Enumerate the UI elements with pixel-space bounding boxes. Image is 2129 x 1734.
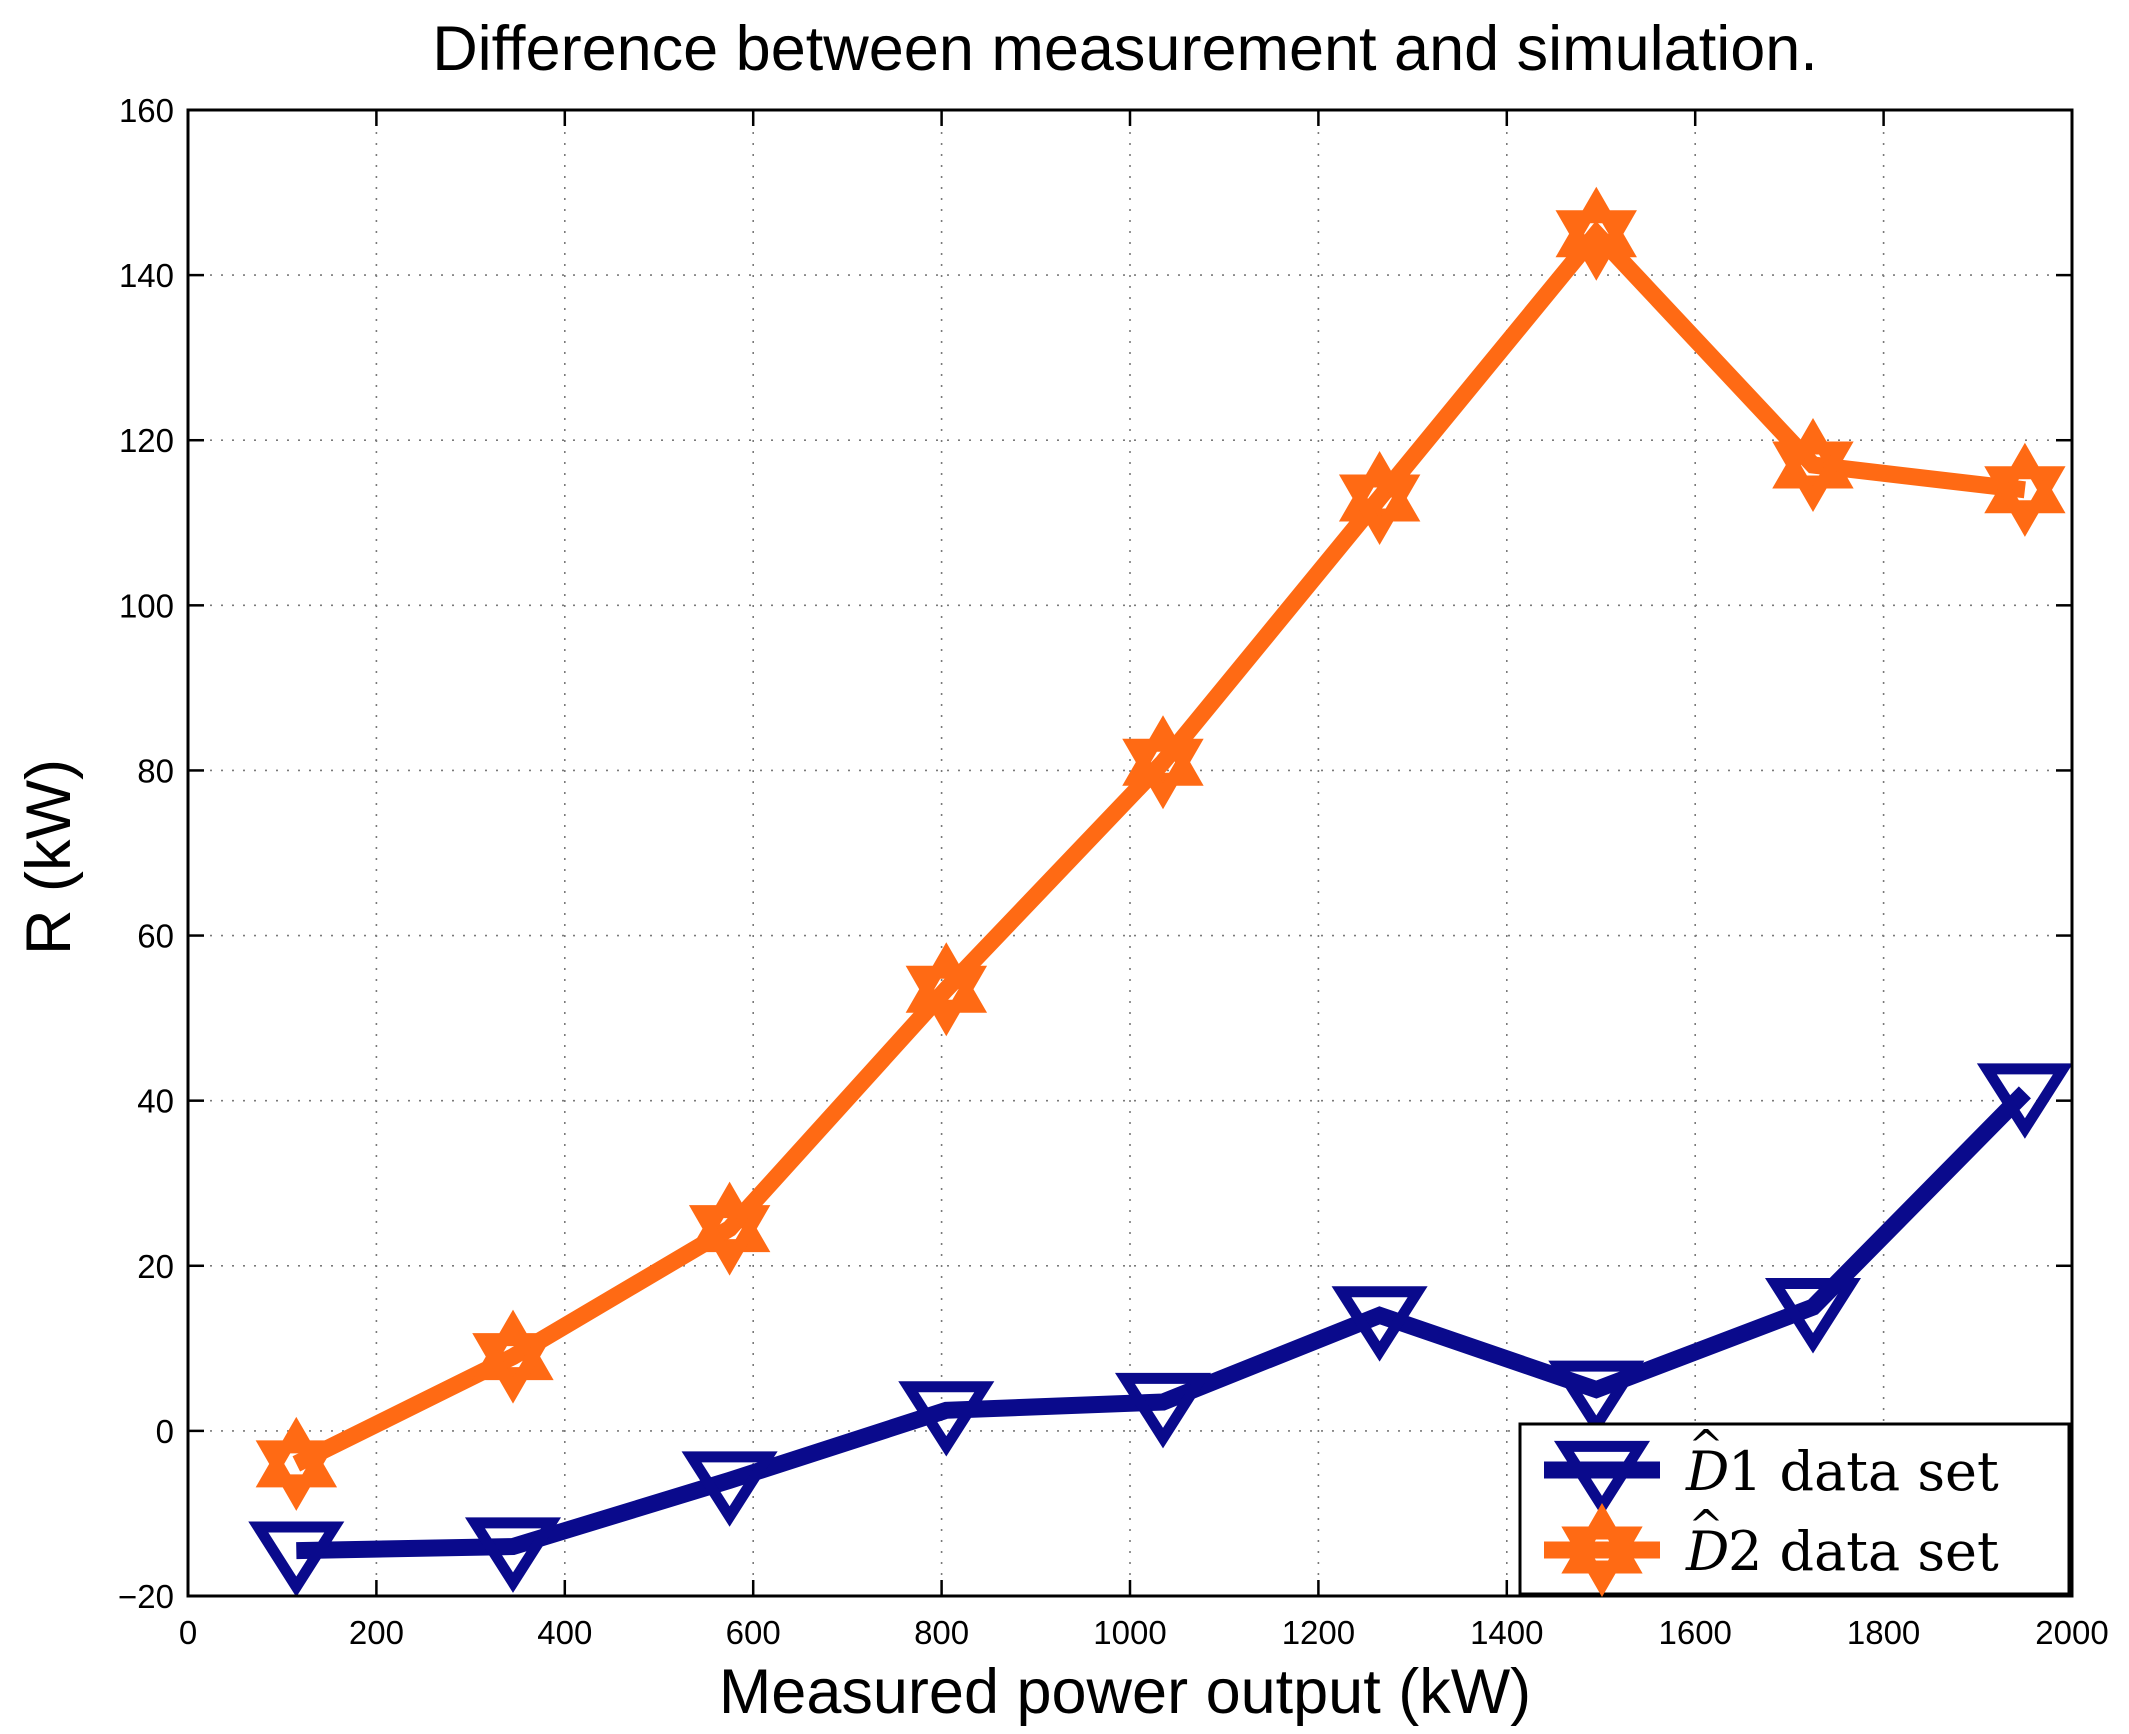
chart-title: Difference between measurement and simul… <box>432 14 1818 84</box>
data-point-d1 <box>464 1517 562 1593</box>
data-point-d2 <box>1772 418 1854 512</box>
series-line-d1 <box>296 1086 2031 1560</box>
data-point-d1 <box>1331 1286 1428 1362</box>
x-axis-label: Measured power output (kW) <box>719 1657 1531 1727</box>
legend-marker-d2 <box>1561 1502 1643 1598</box>
y-tick-label: 60 <box>137 918 174 955</box>
data-point-d2 <box>255 1416 338 1511</box>
y-tick-label: 80 <box>137 752 174 789</box>
y-tick-label: 160 <box>119 92 174 129</box>
data-point-d1 <box>681 1451 778 1527</box>
x-tick-label: 1000 <box>1093 1614 1166 1651</box>
data-point-d1 <box>1114 1372 1212 1449</box>
data-point-d2 <box>905 942 988 1037</box>
data-point-d2 <box>472 1309 554 1404</box>
y-tick-label: 140 <box>119 257 174 294</box>
tick-layer: 0 200 400 600 800 1000 1200 1400 1600 1800 2000−20… <box>118 92 2109 1651</box>
legend-label-letter: D <box>1685 1440 1729 1503</box>
data-point-d2 <box>1555 186 1637 281</box>
data-point-d2 <box>1338 451 1421 545</box>
legend-marker-d1 <box>1553 1440 1651 1517</box>
data-point-d1 <box>898 1381 995 1457</box>
y-tick-label: 0 <box>156 1413 174 1450</box>
x-tick-label: 200 <box>349 1614 404 1651</box>
legend-label-letter: D <box>1685 1520 1729 1583</box>
y-tick-label: 120 <box>119 422 174 459</box>
data-point-d1 <box>1548 1360 1645 1436</box>
x-tick-label: 2000 <box>2035 1614 2108 1651</box>
y-axis-label: R (kW) <box>14 759 84 955</box>
y-tick-label: 20 <box>137 1248 174 1285</box>
data-point-d2 <box>688 1181 771 1276</box>
x-tick-label: 800 <box>914 1614 969 1651</box>
y-tick-label: −20 <box>118 1578 174 1615</box>
x-tick-label: 0 <box>179 1614 197 1651</box>
x-tick-label: 600 <box>726 1614 781 1651</box>
legend-label-accent: ^ <box>1688 1501 1723 1550</box>
x-tick-label: 1400 <box>1470 1614 1543 1651</box>
data-point-d2 <box>1984 442 2066 537</box>
data-point-d1 <box>1976 1063 2073 1139</box>
data-point-d1 <box>248 1521 345 1597</box>
y-tick-label: 40 <box>137 1083 174 1120</box>
x-tick-label: 1800 <box>1847 1614 1920 1651</box>
x-tick-label: 1600 <box>1658 1614 1731 1651</box>
legend-label-accent: ^ <box>1688 1421 1723 1470</box>
legend-label-d1: 1 data set <box>1728 1440 1999 1503</box>
x-tick-label: 400 <box>537 1614 592 1651</box>
legend-label-d2: 2 data set <box>1728 1520 1999 1583</box>
data-point-d1 <box>1764 1278 1862 1354</box>
y-tick-label: 100 <box>119 587 174 624</box>
series-layer <box>248 186 2073 1597</box>
x-tick-label: 1200 <box>1282 1614 1355 1651</box>
series-line-d2 <box>292 220 2026 1472</box>
data-point-d2 <box>1122 715 1204 810</box>
